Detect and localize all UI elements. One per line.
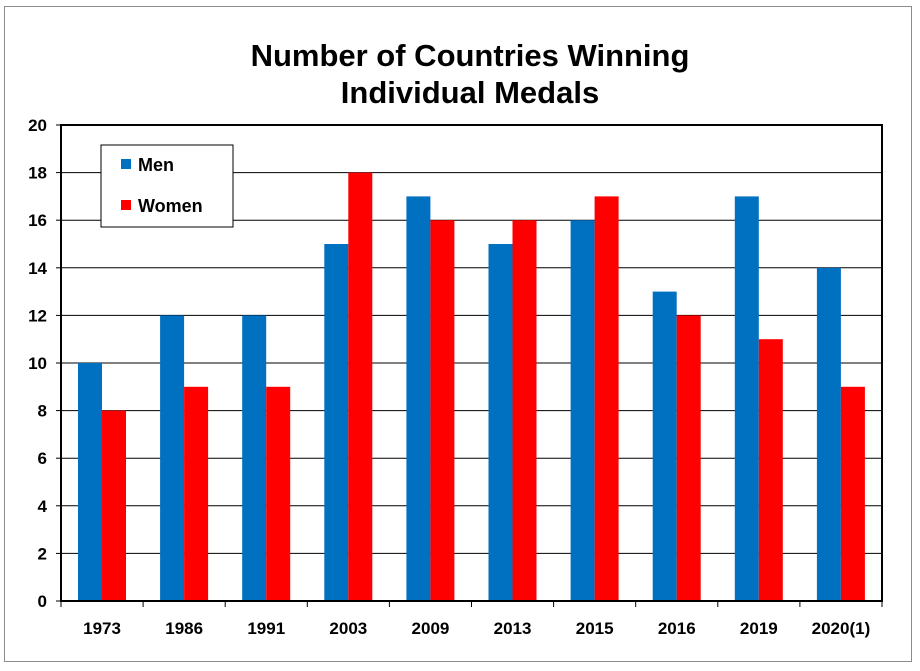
y-tick-label: 0 bbox=[38, 592, 47, 611]
x-tick-label: 2015 bbox=[576, 619, 614, 638]
bars bbox=[78, 172, 865, 601]
bar-men-2003 bbox=[324, 244, 349, 601]
x-tick-label: 1986 bbox=[165, 619, 203, 638]
y-tick-label: 4 bbox=[38, 497, 48, 516]
x-tick-label: 2016 bbox=[658, 619, 696, 638]
bar-women-1973 bbox=[102, 410, 126, 601]
bar-women-2020(1) bbox=[840, 386, 865, 601]
bar-women-2016 bbox=[676, 315, 701, 601]
x-tick-label: 2009 bbox=[412, 619, 450, 638]
legend-swatch-men bbox=[121, 159, 131, 169]
y-tick-label: 20 bbox=[28, 116, 47, 135]
x-tick-label: 2003 bbox=[329, 619, 367, 638]
bar-men-2020(1) bbox=[816, 267, 841, 601]
legend-label-men: Men bbox=[138, 155, 174, 175]
y-tick-label: 6 bbox=[38, 449, 47, 468]
bar-men-1991 bbox=[242, 315, 267, 601]
bar-women-2019 bbox=[758, 339, 783, 601]
bar-men-2015 bbox=[570, 220, 595, 601]
bar-men-2019 bbox=[734, 196, 759, 601]
bar-men-1986 bbox=[160, 315, 185, 601]
y-tick-label: 18 bbox=[28, 164, 47, 183]
x-tick-label: 2019 bbox=[740, 619, 778, 638]
y-tick-label: 12 bbox=[28, 306, 47, 325]
x-tick-label: 1991 bbox=[247, 619, 285, 638]
legend: Men Women bbox=[100, 144, 234, 228]
legend-label-women: Women bbox=[138, 196, 203, 216]
y-tick-label: 8 bbox=[38, 402, 47, 421]
bar-women-2009 bbox=[430, 220, 455, 601]
x-tick-label: 1973 bbox=[83, 619, 121, 638]
y-tick-label: 10 bbox=[28, 354, 47, 373]
y-tick-label: 2 bbox=[38, 544, 47, 563]
x-tick-label: 2020(1) bbox=[812, 619, 871, 638]
bar-men-2013 bbox=[488, 244, 513, 601]
axes: 0 2 4 6 8 10 12 14 16 18 20 1973 1986 1991 2003 2009 201… bbox=[28, 116, 883, 638]
bar-women-1991 bbox=[266, 386, 291, 601]
bar-women-2013 bbox=[512, 220, 537, 601]
bar-women-2015 bbox=[594, 196, 619, 601]
bar-men-1973 bbox=[78, 363, 102, 601]
y-tick-label: 14 bbox=[28, 259, 47, 278]
bar-women-2003 bbox=[348, 172, 373, 601]
legend-swatch-women bbox=[121, 200, 131, 210]
chart-title: Number of Countries Winning Individual M… bbox=[250, 38, 690, 110]
y-tick-label: 16 bbox=[28, 211, 47, 230]
x-tick-label: 2013 bbox=[494, 619, 532, 638]
bar-men-2009 bbox=[406, 196, 431, 601]
bar-women-1986 bbox=[184, 386, 209, 601]
bar-men-2016 bbox=[652, 291, 677, 601]
legend-box bbox=[100, 144, 234, 228]
